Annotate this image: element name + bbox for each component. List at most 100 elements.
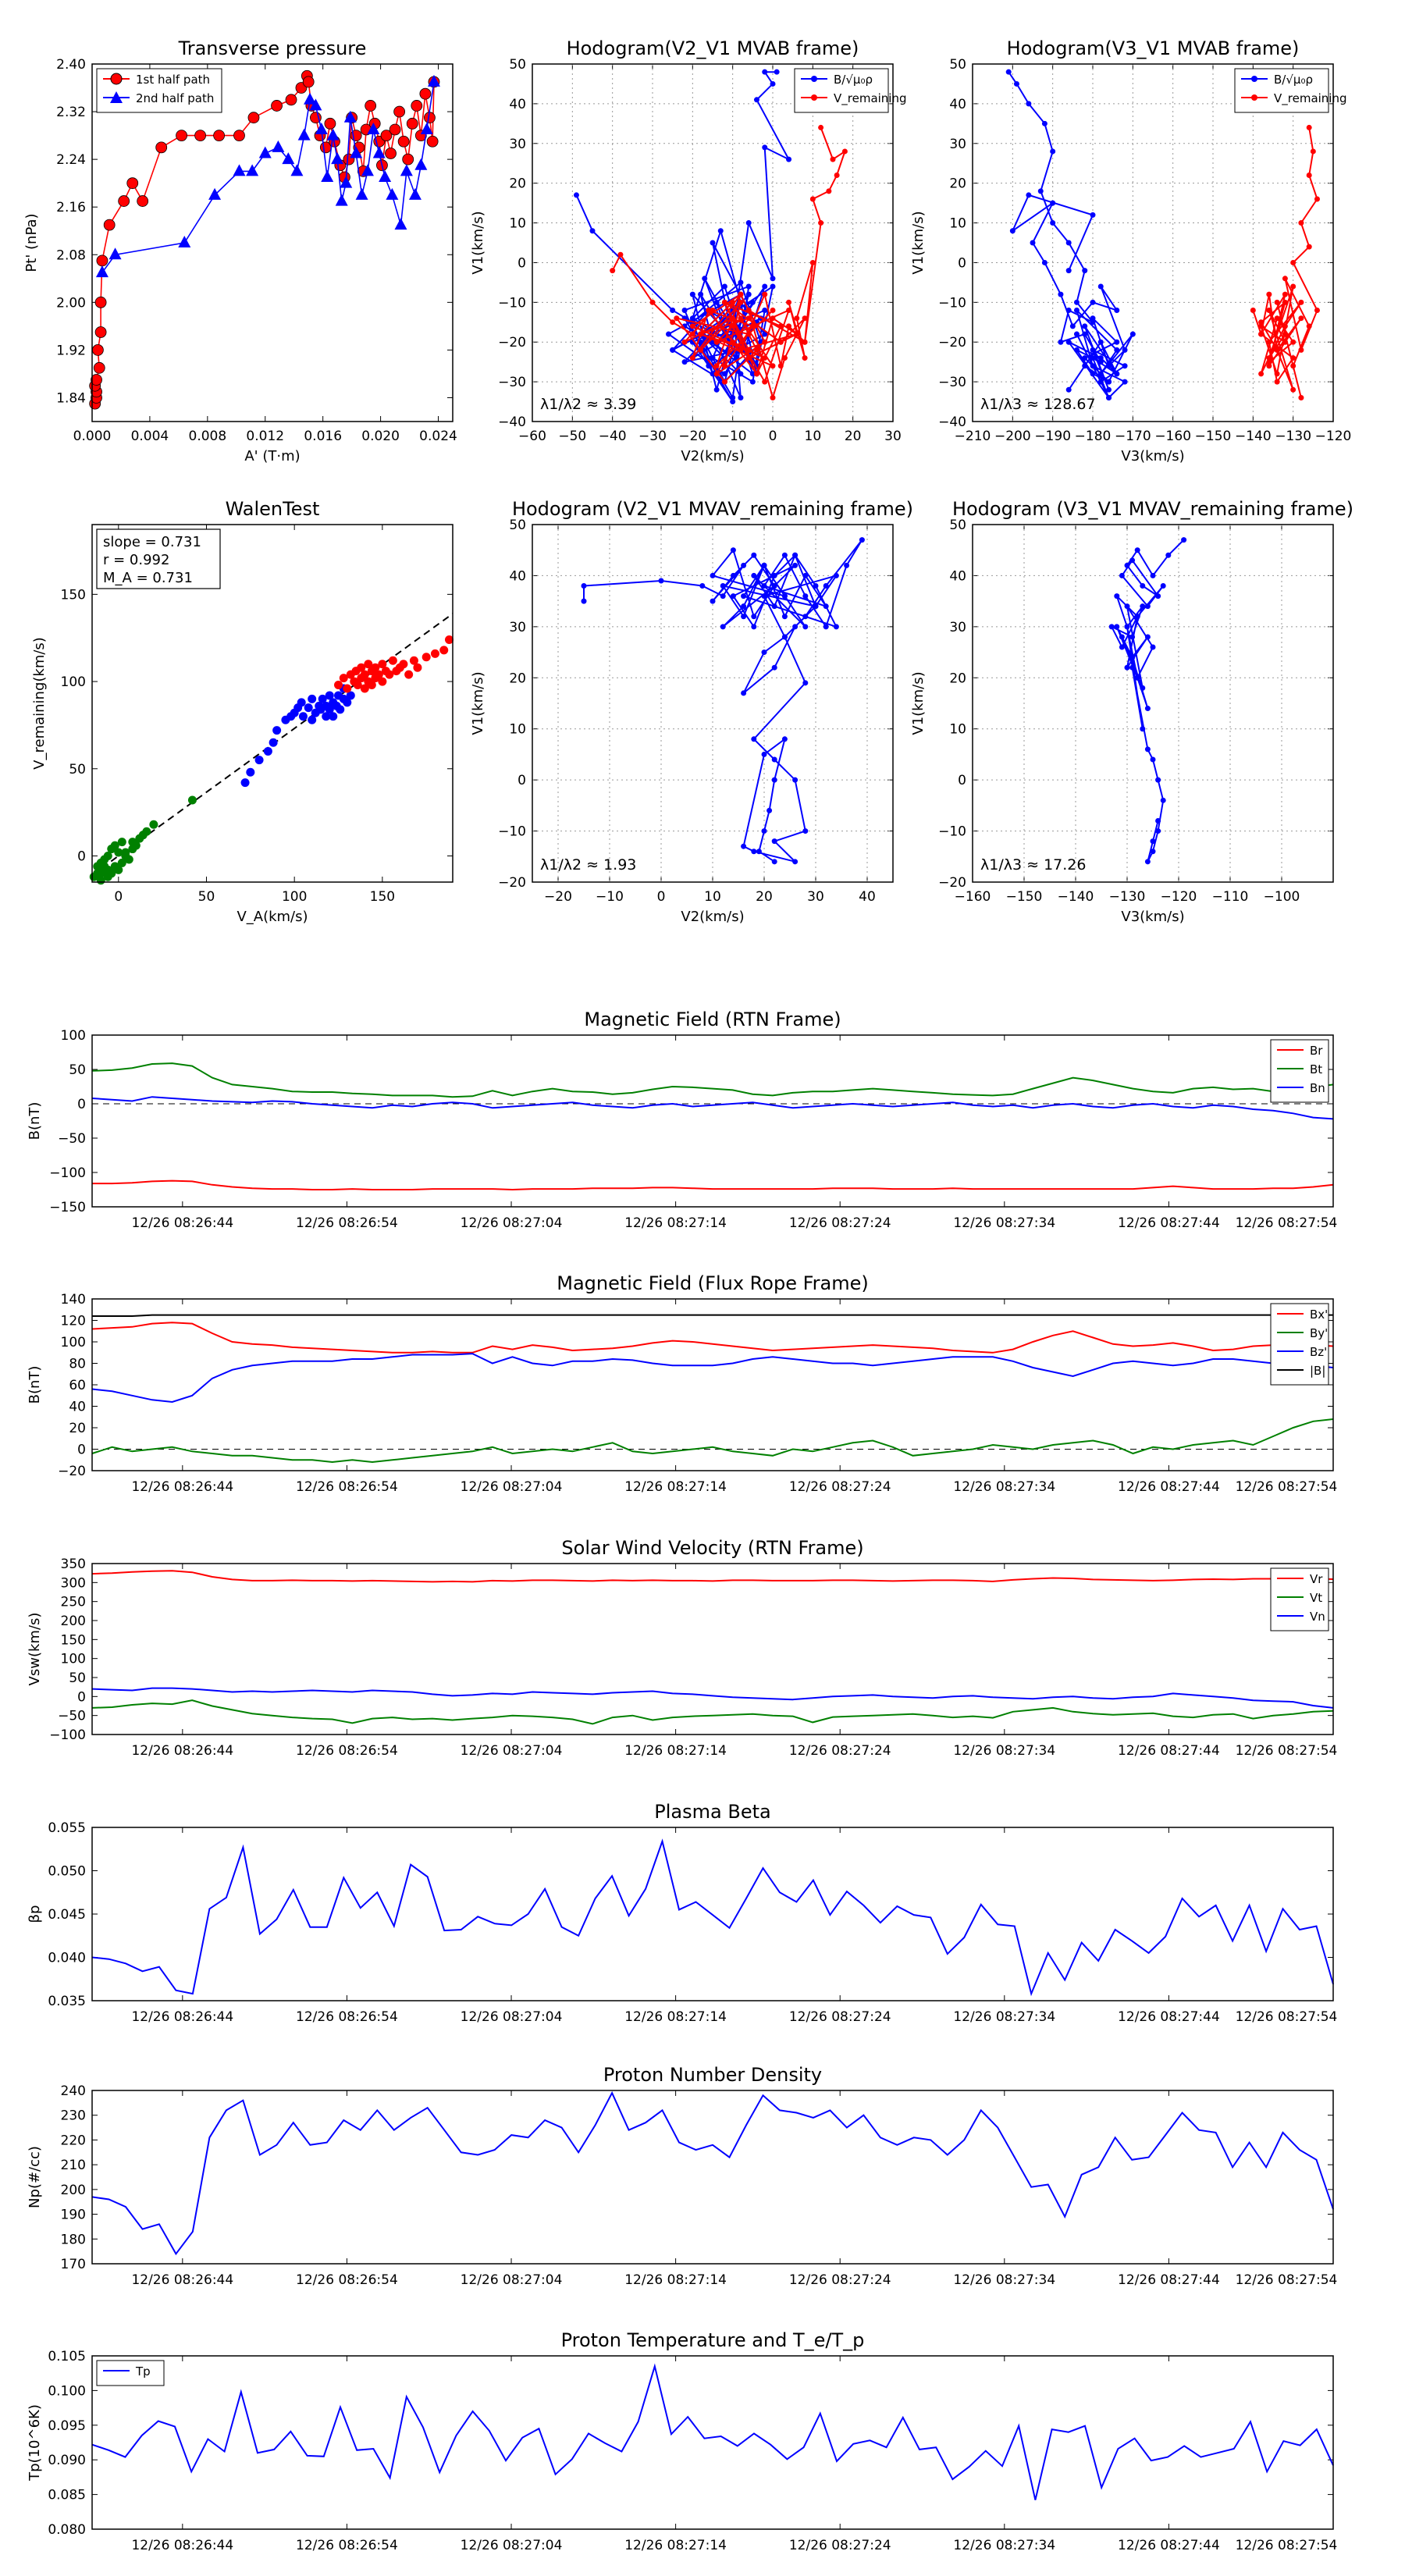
hodogram-point xyxy=(802,614,809,620)
hodogram-point xyxy=(1144,706,1151,712)
hodogram-line-V xyxy=(1252,127,1318,398)
time-tick-label: 12/26 08:27:54 xyxy=(1236,1215,1338,1231)
hodogram-point xyxy=(753,97,759,103)
hodogram-point xyxy=(721,371,727,377)
circle-point xyxy=(103,219,116,231)
eigenvalue-ratio: λ1/λ2 ≈ 3.39 xyxy=(540,396,636,413)
x-tick-label: 0.000 xyxy=(73,429,112,444)
hodogram-point xyxy=(706,308,712,314)
legend-label: B/√μ₀ρ xyxy=(834,73,873,87)
hodogram-point xyxy=(1114,339,1120,345)
walen-point-red xyxy=(360,684,369,693)
time-tick-label: 12/26 08:27:04 xyxy=(461,2009,563,2025)
x-tick-label: −120 xyxy=(1161,889,1197,905)
y-tick-label: 0 xyxy=(77,849,86,864)
hodogram-point xyxy=(1314,308,1320,314)
hodogram-point xyxy=(698,347,704,353)
circle-point xyxy=(365,100,377,112)
y-tick-label: 220 xyxy=(61,2133,86,2148)
hodogram-point xyxy=(738,299,744,305)
hodogram-point xyxy=(1129,557,1136,564)
hodogram-point xyxy=(1106,363,1112,369)
x-axis-label: V3(km/s) xyxy=(1121,909,1184,925)
y-tick-label: 190 xyxy=(61,2208,86,2223)
hodogram-point xyxy=(1160,797,1166,803)
hodogram-point xyxy=(1097,371,1104,377)
hodogram-point xyxy=(809,259,816,265)
hodogram-point xyxy=(1065,386,1072,393)
time-tick-label: 12/26 08:27:34 xyxy=(953,1743,1055,1759)
hodogram-point xyxy=(1082,355,1088,361)
hodogram-point xyxy=(730,593,736,600)
hodogram-point xyxy=(761,751,767,757)
hodogram-point xyxy=(674,315,680,322)
x-tick-label: −40 xyxy=(599,429,627,444)
time-tick-label: 12/26 08:26:54 xyxy=(296,2272,398,2288)
hodogram-point xyxy=(713,299,720,305)
time-tick-label: 12/26 08:27:44 xyxy=(1118,1743,1220,1759)
hodogram-point xyxy=(1134,674,1140,681)
hodogram-point xyxy=(710,371,716,377)
y-tick-label: 40 xyxy=(69,1400,86,1415)
hodogram-point xyxy=(749,299,756,305)
time-tick-label: 12/26 08:26:54 xyxy=(296,2538,398,2553)
hodogram-point xyxy=(698,339,704,345)
triangle-point xyxy=(178,236,191,247)
chart-title: Solar Wind Velocity (RTN Frame) xyxy=(561,1537,863,1559)
x-tick-label: −160 xyxy=(1154,429,1191,444)
triangle-point xyxy=(282,152,295,165)
hodogram-point xyxy=(1129,654,1136,660)
hodogram-point xyxy=(1073,299,1080,305)
hodogram-point xyxy=(761,828,767,834)
walen-point-red xyxy=(409,656,418,665)
hodogram-point xyxy=(1090,355,1096,361)
hodogram-point xyxy=(1155,593,1161,600)
hodogram-point xyxy=(786,156,792,162)
stat-line: slope = 0.731 xyxy=(103,534,201,550)
x-tick-label: −190 xyxy=(1034,429,1071,444)
chart-title: Magnetic Field (Flux Rope Frame) xyxy=(557,1272,868,1294)
x-axis-label: V3(km/s) xyxy=(1121,448,1184,464)
time-tick-label: 12/26 08:27:44 xyxy=(1118,1479,1220,1495)
legend-marker xyxy=(110,91,123,103)
x-tick-label: −20 xyxy=(678,429,706,444)
time-tick-label: 12/26 08:27:24 xyxy=(789,2009,891,2025)
series-By' xyxy=(91,1418,1334,1464)
series-Bz' xyxy=(91,1353,1334,1404)
hodogram-point xyxy=(813,583,819,589)
y-axis-label: V1(km/s) xyxy=(470,671,486,735)
walen-point-blue xyxy=(343,698,352,707)
hodogram-point xyxy=(751,736,757,742)
hodogram-point xyxy=(1144,859,1151,865)
hodogram-point xyxy=(1065,308,1072,314)
triangle-point xyxy=(394,218,407,230)
y-tick-label: 10 xyxy=(949,722,966,738)
plot-frame xyxy=(972,63,1334,422)
hodogram-point xyxy=(777,363,784,369)
triangle-point xyxy=(326,128,340,141)
hodogram-point xyxy=(1050,148,1056,155)
hodogram-point xyxy=(802,593,809,600)
x-tick-label: 0 xyxy=(657,889,666,905)
y-tick-label: 180 xyxy=(61,2232,86,2247)
y-tick-label: 2.24 xyxy=(56,152,86,168)
y-tick-label: −150 xyxy=(49,1200,86,1215)
x-tick-label: 20 xyxy=(845,429,862,444)
time-tick-label: 12/26 08:27:04 xyxy=(461,2272,563,2288)
y-tick-label: 150 xyxy=(61,1632,86,1648)
y-tick-label: 30 xyxy=(509,620,526,635)
y-tick-label: 0.055 xyxy=(48,1820,86,1836)
hodogram-point xyxy=(749,323,756,329)
hodogram-point xyxy=(741,614,747,620)
hodogram-point xyxy=(589,228,596,234)
x-tick-label: −120 xyxy=(1315,429,1352,444)
legend-label: Vn xyxy=(1310,1610,1325,1624)
hodogram-point xyxy=(1030,240,1036,246)
hodogram-point xyxy=(689,291,695,297)
circle-point xyxy=(271,100,283,112)
series-|B| xyxy=(92,1314,1333,1317)
hodogram-point xyxy=(762,144,768,151)
hodogram-point xyxy=(1290,363,1297,369)
hodogram-point xyxy=(753,347,759,353)
